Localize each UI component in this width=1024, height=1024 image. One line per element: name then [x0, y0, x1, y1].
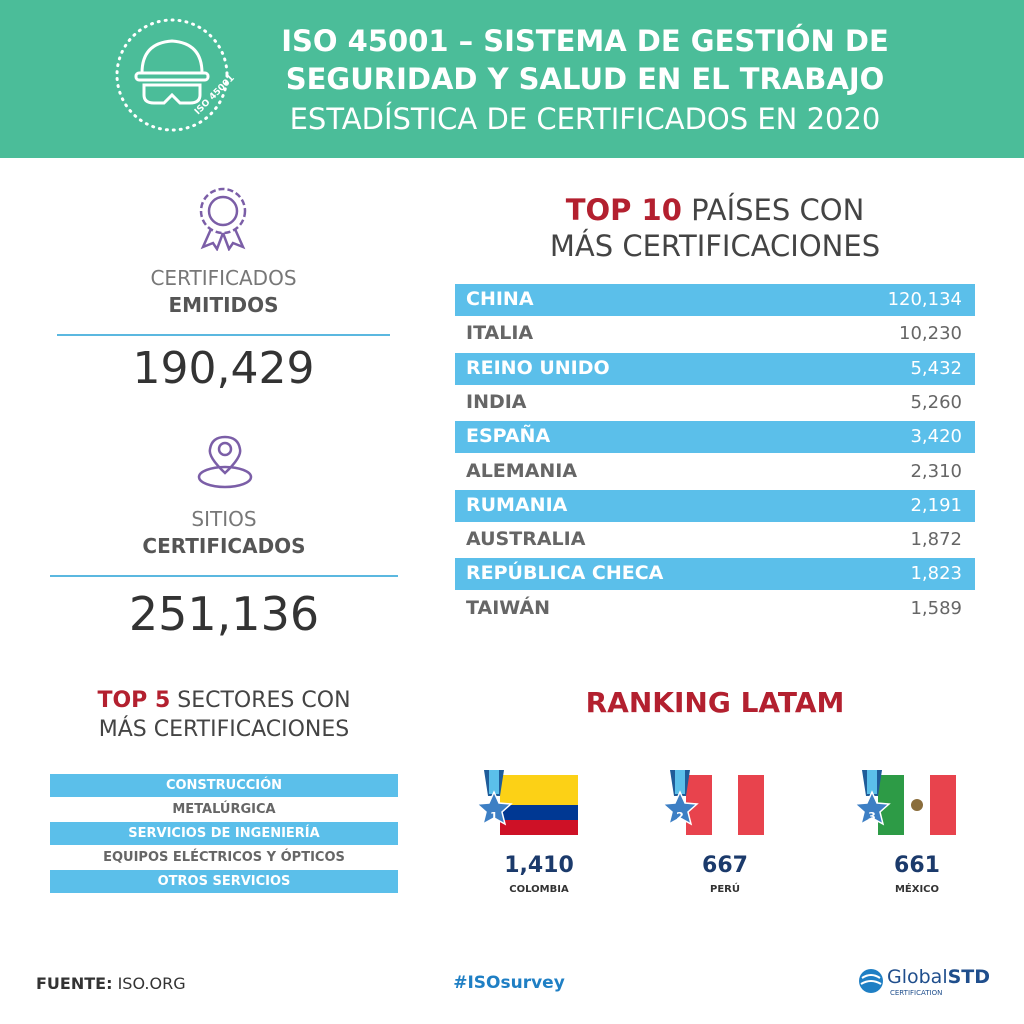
country-name: ESPAÑA [466, 425, 551, 448]
sectors-title: MÁS CERTIFICACIONES [98, 717, 350, 742]
sector: METALÚRGICA [172, 802, 276, 817]
country-name: RUMANIA [466, 493, 568, 516]
divider [50, 575, 398, 577]
country-name: REINO UNIDO [466, 356, 610, 379]
stat-label: CERTIFICADOS [142, 534, 306, 558]
country-name: INDIA [466, 390, 527, 413]
logo: GlobalSTD [887, 966, 990, 988]
subtitle: ESTADÍSTICA DE CERTIFICADOS EN 2020 [289, 102, 881, 136]
country-name: CHINA [466, 288, 534, 310]
rank-value: 667 [702, 853, 748, 878]
flag-medal [661, 770, 764, 835]
rank-country: PERÚ [710, 884, 740, 895]
logo-main: Global [887, 966, 948, 988]
source: FUENTE: ISO.ORG [36, 974, 186, 993]
title-rest: SECTORES CON [177, 688, 351, 713]
country-value: 5,432 [910, 357, 962, 379]
rank-number: 2 [676, 810, 684, 823]
table-row [455, 558, 975, 591]
flag [852, 770, 962, 844]
source-text: ISO.ORG [117, 974, 186, 993]
sector: SERVICIOS DE INGENIERÍA [50, 822, 398, 845]
flag [474, 770, 584, 844]
ranking-title: RANKING LATAM [585, 686, 845, 719]
stat-label: CERTIFICADOS [150, 266, 297, 290]
rank-country: MÉXICO [894, 884, 940, 895]
divider [57, 334, 390, 336]
medal-icon [199, 187, 247, 251]
table-row [455, 489, 975, 522]
stat-label: SITIOS [191, 507, 257, 531]
logo-sub: CERTIFICATION [890, 989, 943, 997]
sector: OTROS SERVICIOS [50, 870, 398, 893]
country-name: ITALIA [466, 322, 534, 345]
country-value: 3,420 [910, 426, 962, 448]
table-row [455, 352, 975, 385]
table-row [455, 387, 975, 419]
rank-country: COLOMBIA [509, 884, 569, 895]
hashtag: #ISOsurvey [453, 973, 565, 993]
stat-value: 251,136 [128, 587, 320, 641]
country-value: 120,134 [887, 289, 962, 310]
country-name: ALEMANIA [466, 459, 578, 482]
country-value: 1,872 [910, 529, 962, 551]
country-value: 1,589 [910, 597, 962, 619]
country-value: 1,823 [910, 563, 962, 585]
flag-medal [475, 770, 578, 835]
country-value: 2,191 [910, 494, 962, 516]
country-value: 2,310 [910, 460, 962, 482]
highlight: TOP 5 [97, 688, 171, 713]
rank-number: 1 [490, 810, 498, 823]
sector: CONSTRUCCIÓN [50, 774, 398, 797]
source-label: FUENTE: [36, 974, 113, 993]
rank-number: 3 [868, 810, 876, 823]
title-rest: PAÍSES CON [691, 193, 865, 227]
countries-title: TOP 10 PAÍSES CON [455, 193, 975, 227]
flag-medal [853, 770, 956, 835]
sectors-title: TOP 5 SECTORES CON [40, 688, 408, 713]
table-row [455, 421, 975, 454]
stat-value: 190,429 [132, 343, 315, 394]
highlight: TOP 10 [565, 193, 682, 227]
title-line: ISO 45001 – SISTEMA DE GESTIÓN DE [281, 24, 889, 58]
pin-icon [197, 435, 253, 489]
sector: EQUIPOS ELÉCTRICOS Y ÓPTICOS [103, 850, 345, 865]
logo-bold: STD [947, 966, 991, 988]
country-name: REPÚBLICA CHECA [466, 562, 664, 585]
country-value: 10,230 [899, 323, 962, 345]
title-line: SEGURIDAD Y SALUD EN EL TRABAJO [285, 62, 885, 96]
countries-title: MÁS CERTIFICACIONES [549, 229, 881, 263]
badge: ISO 45001 [115, 18, 235, 132]
rank-value: 1,410 [504, 853, 574, 878]
country-value: 5,260 [910, 391, 962, 413]
country-name: AUSTRALIA [466, 528, 586, 551]
stat-label: EMITIDOS [168, 293, 279, 317]
flag [660, 770, 770, 844]
logo-icon [859, 969, 883, 993]
rank-value: 661 [894, 853, 940, 878]
country-name: TAIWÁN [466, 596, 550, 619]
table-row [455, 284, 975, 316]
